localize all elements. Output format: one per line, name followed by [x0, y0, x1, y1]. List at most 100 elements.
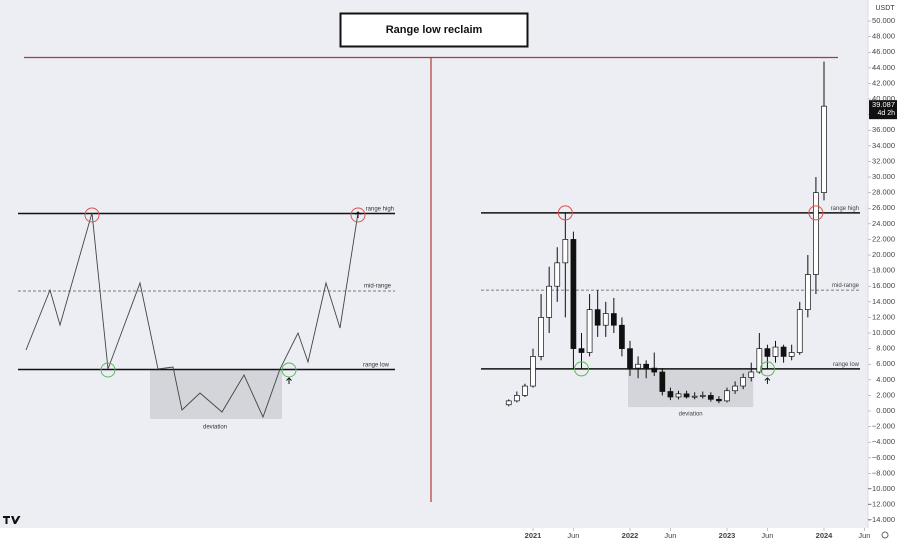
- candle-body: [505, 400, 512, 406]
- y-tick-label: −8.000: [872, 468, 895, 477]
- marker: [574, 361, 589, 377]
- candle-body: [522, 385, 528, 396]
- candle-body: [756, 348, 763, 373]
- y-tick-label: −12.000: [868, 500, 895, 509]
- y-tick-label: 18.000: [872, 266, 895, 275]
- time-axis-panel: [0, 528, 900, 541]
- candle-body: [707, 395, 714, 400]
- candle-body: [538, 317, 544, 357]
- y-tick-label: 48.000: [872, 32, 895, 41]
- candle-body: [546, 285, 553, 318]
- candle-body: [748, 371, 755, 378]
- zone-label: deviation: [679, 412, 703, 418]
- candle-body: [659, 371, 666, 392]
- green-circle: [281, 362, 297, 378]
- y-tick-label: 28.000: [872, 188, 895, 197]
- candle-body: [586, 309, 593, 353]
- candle-body: [667, 391, 674, 398]
- green-circle: [100, 362, 116, 378]
- x-tick-label: 2023: [719, 531, 736, 540]
- x-tick-label: Jun: [761, 531, 773, 540]
- x-tick-label: Jun: [858, 531, 870, 540]
- candle-body: [643, 363, 650, 369]
- y-tick-label: 20.000: [872, 250, 895, 259]
- y-tick-label: 6.000: [876, 359, 895, 368]
- y-tick-label: 34.000: [872, 141, 895, 150]
- label: range low: [363, 363, 390, 369]
- candle-body: [570, 239, 577, 349]
- zigzag: [25, 212, 359, 419]
- candle-body: [602, 313, 609, 326]
- arrow: [355, 211, 361, 218]
- candle-body: [627, 348, 633, 369]
- candle-body: [788, 352, 795, 357]
- y-tick-label: −6.000: [872, 453, 895, 462]
- candle-body: [691, 395, 698, 398]
- candle-body: [554, 262, 561, 287]
- candle-body: [699, 395, 706, 397]
- y-tick-label: 46.000: [872, 47, 895, 56]
- y-tick-label: 50.000: [872, 16, 895, 25]
- y-tick-label: 10.000: [872, 328, 895, 337]
- x-tick-label: Jun: [664, 531, 676, 540]
- countdown: 4d 2h: [877, 110, 895, 117]
- candle-body: [594, 309, 601, 326]
- red-circle: [84, 207, 100, 223]
- y-tick-label: −10.000: [868, 484, 895, 493]
- price-badge-label: 39.087: [872, 100, 895, 109]
- candle-body: [780, 346, 787, 357]
- candle-body: [821, 105, 827, 193]
- label: range high: [366, 207, 394, 213]
- y-tick-label: −2.000: [872, 422, 895, 431]
- candle-body: [796, 309, 803, 353]
- y-tick-label: 4.000: [876, 375, 895, 384]
- schematic: range high mid-range range low deviation: [18, 207, 395, 431]
- logo: [3, 516, 21, 524]
- candle-body: [635, 363, 641, 369]
- candle-body: [740, 377, 747, 387]
- y-tick-label: 8.000: [876, 344, 895, 353]
- level-label: range low: [833, 362, 860, 368]
- candle-body: [619, 324, 625, 349]
- red-circle: [350, 207, 366, 223]
- x-tick-label: Jun: [567, 531, 579, 540]
- title: Range low reclaim: [386, 24, 483, 36]
- candle-body: [813, 192, 819, 275]
- currency: USDT: [875, 5, 895, 12]
- candle-body: [562, 239, 569, 264]
- marker: [759, 361, 775, 377]
- y-tick-label: 26.000: [872, 203, 895, 212]
- candle-body: [578, 348, 585, 353]
- candle-body: [772, 346, 779, 357]
- y-tick-label: 2.000: [876, 390, 895, 399]
- x-tick-label: 2021: [525, 531, 542, 540]
- candle-body: [675, 393, 682, 398]
- y-tick-label: 36.000: [872, 125, 895, 134]
- y-tick-label: 30.000: [872, 172, 895, 181]
- deviation-box: [150, 369, 282, 419]
- x-tick-label: 2024: [816, 531, 834, 540]
- price-badge: [869, 100, 897, 120]
- marker: [557, 205, 573, 221]
- arrow: [286, 377, 292, 384]
- candle-body: [716, 398, 722, 402]
- level-label: mid-range: [832, 283, 860, 289]
- y-tick-label: 32.000: [872, 156, 895, 165]
- y-tick-label: 40.000: [872, 94, 895, 103]
- label: mid-range: [364, 284, 392, 290]
- y-tick-label: 42.000: [872, 78, 895, 87]
- y-tick-label: 14.000: [872, 297, 895, 306]
- candle-body: [610, 313, 617, 326]
- title-box: [339, 12, 529, 48]
- candle-body: [804, 274, 811, 310]
- y-tick-label: 12.000: [872, 312, 895, 321]
- candle-body: [530, 356, 536, 387]
- settings-icon: [881, 531, 889, 539]
- y-tick-label: −14.000: [868, 515, 895, 524]
- candle-body: [732, 385, 738, 392]
- candle-body: [683, 393, 690, 398]
- marker: [808, 205, 824, 221]
- candle-body: [513, 395, 520, 402]
